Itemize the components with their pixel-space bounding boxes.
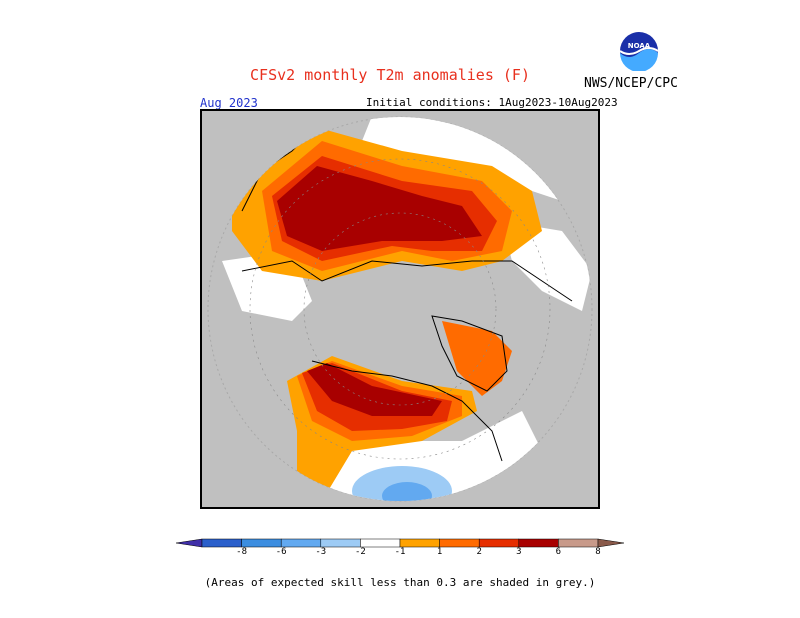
coastline-eurasia bbox=[241, 260, 573, 302]
colorbar-tick-label: 8 bbox=[595, 547, 601, 557]
warm-greenland bbox=[442, 321, 512, 396]
colorbar bbox=[175, 538, 625, 548]
warm-6-america bbox=[307, 363, 442, 416]
colorbar-tick-label: 3 bbox=[516, 547, 522, 557]
colorbar-tick-label: -1 bbox=[394, 547, 406, 557]
forecast-month: Aug 2023 bbox=[200, 96, 258, 110]
cold-anomaly-inner bbox=[382, 482, 432, 501]
agency-label: NWS/NCEP/CPC bbox=[584, 76, 678, 91]
colorbar-bin bbox=[201, 538, 242, 548]
colorbar-tick-label: 2 bbox=[476, 547, 482, 557]
noaa-logo: NOAA bbox=[619, 32, 659, 71]
colorbar-bin bbox=[478, 538, 520, 548]
colorbar-bin bbox=[399, 538, 440, 548]
colorbar-bin bbox=[597, 538, 625, 548]
colorbar-bin bbox=[241, 538, 282, 548]
svg-text:NOAA: NOAA bbox=[628, 42, 651, 50]
colorbar-tick-label: -2 bbox=[354, 547, 366, 557]
polar-projection bbox=[207, 116, 593, 502]
coastline-america bbox=[311, 360, 503, 462]
colorbar-tick-label: 6 bbox=[555, 547, 562, 557]
colorbar-bin bbox=[175, 538, 203, 548]
colorbar-tick-label: -3 bbox=[315, 547, 327, 557]
colorbar-bin bbox=[280, 538, 322, 548]
colorbar-bin bbox=[360, 538, 401, 548]
initial-conditions: Initial conditions: 1Aug2023-10Aug2023 bbox=[366, 96, 618, 109]
colorbar-tick-label: -6 bbox=[275, 547, 287, 557]
colorbar-bin bbox=[320, 538, 361, 548]
colorbar-tick-label: -8 bbox=[236, 547, 248, 557]
colorbar-bin bbox=[439, 538, 480, 548]
colorbar-bin bbox=[518, 538, 559, 548]
skill-footnote: (Areas of expected skill less than 0.3 a… bbox=[204, 576, 596, 589]
colorbar-bin bbox=[558, 538, 599, 548]
colorbar-tick-label: 1 bbox=[436, 547, 443, 557]
chart-title: CFSv2 monthly T2m anomalies (F) bbox=[250, 66, 530, 84]
anomaly-map bbox=[200, 109, 600, 509]
warm-6-eurasia bbox=[277, 166, 482, 251]
coastline-greenland bbox=[431, 315, 508, 392]
